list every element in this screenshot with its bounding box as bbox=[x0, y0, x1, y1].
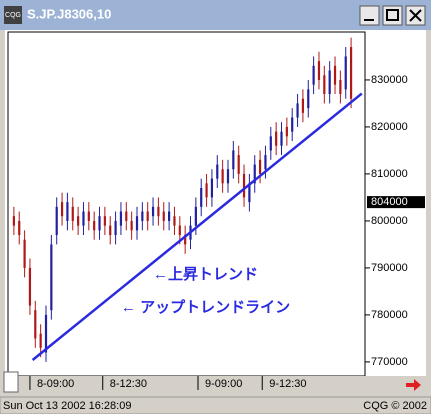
candle-body bbox=[258, 159, 262, 174]
candle-body bbox=[264, 155, 267, 170]
last-price-box bbox=[367, 196, 425, 209]
candle-body bbox=[242, 173, 246, 198]
y-tick-label: 790000 bbox=[371, 262, 408, 274]
candle-body bbox=[50, 244, 53, 311]
y-tick-label: 820000 bbox=[371, 121, 408, 133]
candle-body bbox=[253, 164, 256, 184]
candle-body bbox=[28, 267, 32, 306]
x-tick-label: 8-09:00 bbox=[37, 378, 74, 390]
x-axis-strip bbox=[5, 376, 426, 393]
candle-body bbox=[157, 206, 160, 217]
candle-body bbox=[125, 211, 128, 221]
candle-body bbox=[312, 65, 315, 85]
maximize-glyph bbox=[386, 9, 399, 21]
y-tick-label: 770000 bbox=[371, 356, 408, 368]
candle-body bbox=[307, 89, 310, 109]
candle-body bbox=[162, 211, 165, 221]
candle-body bbox=[184, 235, 187, 245]
candle-body bbox=[39, 333, 42, 348]
candle-body bbox=[12, 216, 15, 226]
candle-body bbox=[77, 216, 80, 226]
candle-body bbox=[141, 211, 144, 221]
y-tick-label: 780000 bbox=[371, 309, 408, 321]
candle-body bbox=[23, 239, 26, 268]
candle-body bbox=[146, 211, 149, 221]
maximize-button[interactable] bbox=[382, 5, 403, 26]
scroll-arrow[interactable] bbox=[406, 379, 421, 391]
candle-body bbox=[210, 178, 214, 198]
candle-body bbox=[200, 188, 203, 207]
x-tick-label: 9-09:00 bbox=[205, 378, 242, 390]
candle-body bbox=[248, 183, 251, 203]
candle-body bbox=[328, 70, 331, 95]
candle-body bbox=[296, 103, 299, 118]
candle-body bbox=[285, 126, 288, 137]
candle-body bbox=[34, 310, 37, 339]
status-bar bbox=[0, 396, 431, 414]
candle-body bbox=[71, 206, 74, 221]
candle-body bbox=[168, 211, 171, 221]
candle-body bbox=[216, 164, 219, 179]
chart-area bbox=[5, 30, 426, 376]
candle-body bbox=[221, 169, 224, 184]
scroll-box[interactable] bbox=[3, 371, 19, 393]
candle-body bbox=[93, 220, 96, 231]
window-title: S.JP.J8306,10 bbox=[27, 6, 111, 21]
title-bar bbox=[0, 0, 431, 30]
candle-body bbox=[18, 220, 21, 236]
x-tick-label: 8-12:30 bbox=[110, 378, 147, 390]
candle-body bbox=[66, 202, 69, 221]
candle-body bbox=[135, 216, 139, 231]
candle-body bbox=[317, 61, 321, 80]
candle-body bbox=[82, 211, 85, 226]
candle-body bbox=[301, 98, 305, 113]
candle-body bbox=[323, 75, 326, 95]
candle-body bbox=[275, 131, 278, 146]
candle-body bbox=[205, 183, 208, 198]
candle-body bbox=[114, 220, 117, 236]
candle-body bbox=[344, 56, 347, 90]
candle-body bbox=[44, 314, 48, 353]
annotation: ← アップトレンドライン bbox=[121, 299, 290, 316]
candle-body bbox=[130, 220, 133, 231]
candle-body bbox=[178, 225, 181, 236]
candle-body bbox=[280, 131, 283, 146]
last-price-label: 804000 bbox=[371, 196, 408, 208]
candle-body bbox=[291, 117, 294, 132]
y-tick-label: 810000 bbox=[371, 168, 408, 180]
candle-body bbox=[349, 47, 353, 99]
x-tick-label: 9-12:30 bbox=[269, 378, 306, 390]
window-buttons bbox=[359, 5, 426, 26]
status-datetime: Sun Oct 13 2002 16:28:09 bbox=[3, 400, 131, 412]
candle-body bbox=[60, 202, 64, 217]
candle-body bbox=[194, 206, 197, 226]
minimize-button[interactable] bbox=[359, 5, 380, 26]
y-tick-label: 800000 bbox=[371, 215, 408, 227]
candle-body bbox=[151, 206, 155, 217]
candle-body bbox=[87, 211, 90, 221]
annotation: ←上昇トレンド bbox=[153, 266, 258, 283]
app-icon-label: CQG bbox=[5, 12, 21, 19]
trendline bbox=[31, 92, 363, 361]
candle-body bbox=[269, 136, 272, 151]
candle-body bbox=[55, 206, 58, 236]
candle-body bbox=[333, 65, 337, 85]
status-copyright: CQG © 2002 bbox=[363, 400, 427, 412]
candle-body bbox=[103, 216, 106, 226]
candle-body bbox=[173, 216, 176, 226]
candle-body bbox=[119, 211, 123, 226]
candle-body bbox=[232, 150, 235, 170]
candle-body bbox=[237, 155, 240, 174]
candle-body bbox=[226, 169, 230, 184]
app-icon bbox=[4, 6, 22, 24]
candle-body bbox=[98, 216, 101, 231]
candle-body bbox=[109, 225, 112, 236]
y-tick-label: 830000 bbox=[371, 74, 408, 86]
candle-body bbox=[339, 79, 342, 95]
close-glyph bbox=[409, 9, 422, 22]
